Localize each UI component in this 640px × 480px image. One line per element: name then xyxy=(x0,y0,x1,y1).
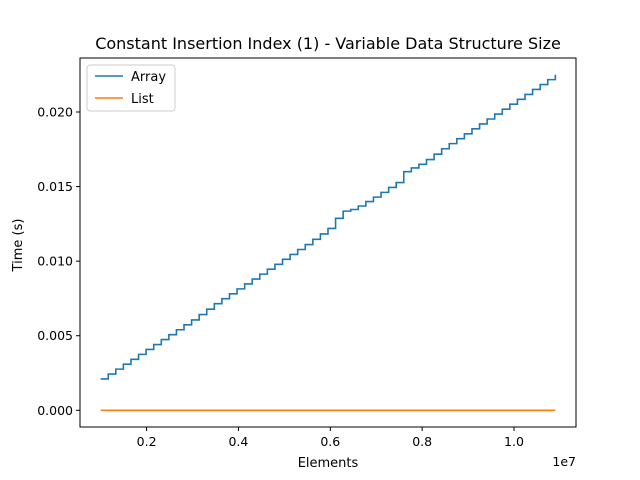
plot-area xyxy=(79,57,577,428)
y-tick-label: 0.005 xyxy=(37,328,73,343)
y-tick-label: 0.010 xyxy=(37,254,73,269)
x-tick-label: 0.8 xyxy=(412,434,432,449)
y-axis-ticks: 0.000 0.005 0.010 0.015 0.020 xyxy=(37,104,80,418)
y-tick-label: 0.015 xyxy=(37,179,73,194)
chart-title: Constant Insertion Index (1) - Variable … xyxy=(95,34,561,53)
x-axis-offset-label: 1e7 xyxy=(552,454,576,469)
x-axis-label: Elements xyxy=(298,456,359,471)
legend-label-array: Array xyxy=(131,70,166,85)
x-axis-ticks: 0.2 0.4 0.6 0.8 1.0 xyxy=(137,427,524,449)
legend-label-list: List xyxy=(131,92,154,107)
x-tick-label: 0.6 xyxy=(320,434,340,449)
y-tick-label: 0.000 xyxy=(37,403,73,418)
legend: Array List xyxy=(86,64,176,112)
x-tick-label: 0.2 xyxy=(137,434,157,449)
y-axis-label: Time (s) xyxy=(11,219,26,273)
axes-frame xyxy=(79,57,577,428)
x-tick-label: 0.4 xyxy=(228,434,248,449)
y-tick-label: 0.020 xyxy=(37,104,73,119)
x-tick-label: 1.0 xyxy=(504,434,524,449)
series-line-array xyxy=(100,74,557,380)
series-layer xyxy=(100,74,557,412)
